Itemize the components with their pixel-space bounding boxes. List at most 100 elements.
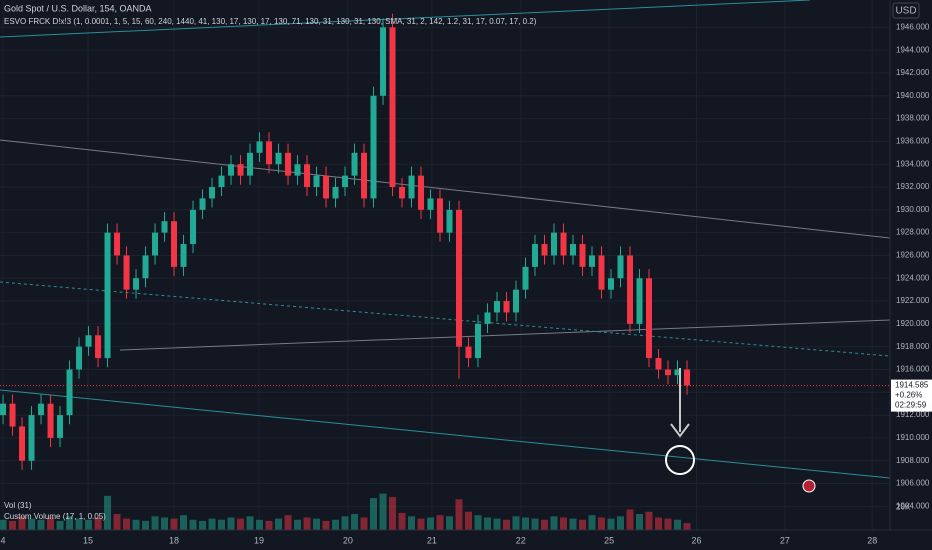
y-tick-label: 1908.000: [896, 456, 930, 465]
candle-body: [152, 232, 159, 256]
countdown-label: 02:29:59: [895, 401, 927, 410]
volume-bar: [474, 515, 482, 530]
volume-bar: [654, 517, 662, 530]
volume-bar: [351, 514, 359, 530]
volume-bar: [275, 518, 283, 530]
x-tick-label: 28: [867, 535, 877, 545]
change-label: +0.26%: [895, 391, 922, 400]
volume-bar: [427, 517, 435, 530]
y-tick-label: 1926.000: [896, 251, 930, 260]
volume-bar: [617, 516, 625, 530]
candle-body: [541, 244, 548, 256]
volume-bar: [436, 515, 444, 530]
candle-body: [275, 152, 282, 165]
y-tick-label: 1910.000: [896, 433, 930, 442]
candle-body: [370, 95, 377, 199]
volume-bar: [265, 520, 273, 530]
candle-body: [209, 187, 216, 199]
candle-body: [57, 415, 64, 438]
y-tick-label: 1928.000: [896, 228, 930, 237]
price-axis: [890, 0, 932, 550]
y-tick-label: 1932.000: [896, 182, 930, 191]
y-tick-label: 1938.000: [896, 114, 930, 123]
price-label-box: [891, 379, 932, 412]
candle-body: [294, 164, 301, 176]
volume-bar: [256, 519, 264, 530]
candle-body: [513, 289, 520, 313]
y-tick-label: 1936.000: [896, 137, 930, 146]
volume-bar: [360, 517, 368, 530]
candle-body: [66, 369, 73, 416]
candle-body: [104, 232, 111, 359]
candle-body: [313, 175, 320, 188]
volume-bar: [227, 517, 235, 530]
volume-bar: [645, 511, 653, 530]
candle-body: [503, 301, 510, 313]
trend-line: [0, 389, 891, 479]
indicator-title: ESVO FRCK D!x!3 (1, 0.0001, 1, 5, 15, 60…: [4, 17, 537, 26]
candle-body: [608, 278, 615, 290]
x-tick-label: 21: [427, 535, 437, 545]
x-tick-label: 20: [343, 535, 353, 545]
candle-body: [532, 244, 539, 267]
candle-body: [180, 244, 187, 267]
candle-body: [266, 141, 273, 165]
volume-bar: [85, 519, 93, 530]
candle-body: [95, 335, 102, 359]
volume-bar: [626, 509, 634, 530]
candle-body: [19, 426, 26, 461]
volume-bar: [322, 520, 330, 530]
volume-bar: [531, 518, 539, 530]
candle-body: [655, 358, 662, 370]
candle-body: [228, 164, 235, 176]
flag-icon: [802, 479, 816, 493]
trend-line: [0, 281, 891, 357]
volume-bar: [208, 518, 216, 530]
volume-bar: [218, 519, 226, 530]
plot: [0, 13, 890, 530]
volume-bar: [56, 520, 64, 530]
volume-bar: [189, 519, 197, 530]
volume-bar: [598, 517, 606, 530]
volume-bar: [180, 515, 188, 530]
x-tick-label: 4: [1, 535, 6, 545]
volume-bar: [341, 516, 349, 530]
volume-bar: [66, 516, 74, 530]
volume-bar: [389, 496, 397, 530]
x-tick-label: 22: [516, 535, 526, 545]
candle-body: [199, 198, 206, 210]
candle-body: [408, 175, 415, 199]
candle-body: [9, 403, 16, 427]
candle-body: [645, 278, 652, 359]
volume-bar: [522, 517, 530, 530]
volume-bar: [37, 519, 45, 530]
x-tick-label: 27: [780, 535, 790, 545]
x-tick-label: 26: [691, 535, 701, 545]
candle-body: [437, 198, 444, 233]
volume-bar: [465, 511, 473, 530]
volume-bar: [113, 514, 121, 530]
candle-body: [38, 403, 45, 416]
candle-body: [114, 232, 121, 256]
volume-bar: [170, 518, 178, 530]
candle-body: [85, 335, 92, 347]
volume-bar: [313, 518, 321, 530]
y-tick-label: 1912.000: [896, 410, 930, 419]
candle-body: [456, 209, 463, 347]
volume-bar: [75, 518, 83, 530]
volume-bar: [303, 517, 311, 530]
volume-bar: [588, 515, 596, 530]
candle-body: [589, 255, 596, 267]
candle-body: [465, 346, 472, 359]
custom-volume-title: Custom Volume (17, 1, 0.05): [4, 512, 106, 521]
candle-body: [399, 187, 406, 199]
y-tick-label: 1916.000: [896, 365, 930, 374]
trend-line: [0, 139, 891, 239]
volume-bar: [142, 520, 150, 530]
currency: USD: [895, 6, 916, 17]
volume-bar: [636, 514, 644, 530]
candle-body: [446, 209, 453, 233]
volume-bar: [569, 518, 577, 530]
volume-bar: [446, 516, 454, 530]
